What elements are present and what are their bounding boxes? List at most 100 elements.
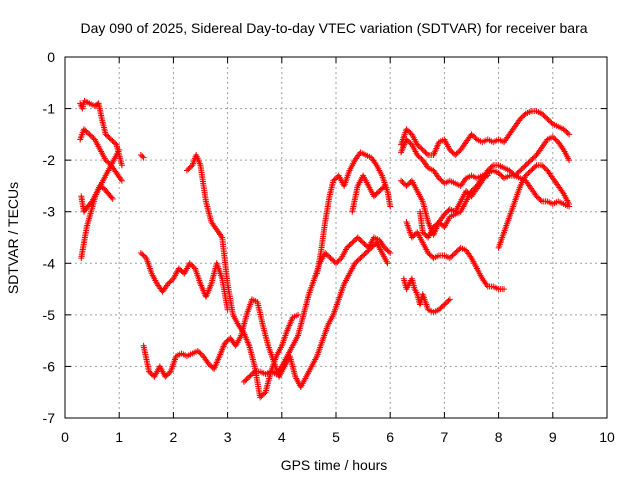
data-point (387, 203, 394, 210)
data-point (248, 371, 255, 378)
data-point (105, 159, 112, 166)
data-point (376, 188, 383, 195)
data-point (118, 162, 125, 169)
data-point (221, 340, 228, 347)
data-point (561, 127, 568, 134)
data-points (77, 97, 573, 401)
data-point (362, 242, 369, 249)
data-point (349, 239, 356, 246)
series-arc9 (240, 234, 394, 385)
data-point (361, 240, 368, 247)
data-point (343, 244, 350, 251)
data-point (449, 149, 456, 156)
series-arc4 (78, 182, 116, 262)
data-point (526, 168, 533, 175)
x-tick-label: 5 (332, 429, 340, 445)
data-point (334, 258, 341, 265)
data-point (452, 249, 459, 256)
data-point (105, 133, 112, 140)
data-point (164, 280, 171, 287)
data-point (444, 298, 451, 305)
data-point (530, 164, 537, 171)
data-point (323, 251, 330, 258)
data-point (446, 146, 453, 153)
data-point (524, 171, 531, 178)
data-point (525, 159, 532, 166)
x-tick-label: 10 (599, 429, 615, 445)
data-point (543, 114, 550, 121)
data-point (345, 243, 352, 250)
data-point (190, 264, 197, 271)
data-point (551, 135, 558, 142)
data-point (87, 132, 94, 139)
series-arc10 (314, 149, 394, 277)
data-point (524, 161, 531, 168)
data-point (406, 128, 413, 135)
data-point (435, 219, 442, 226)
data-point (380, 184, 387, 191)
x-axis-label: GPS time / hours (281, 457, 388, 473)
data-point (469, 132, 476, 139)
data-point (383, 246, 390, 253)
data-point (358, 253, 365, 260)
data-point (435, 175, 442, 182)
data-point (404, 127, 411, 134)
data-point (415, 142, 422, 149)
data-point (471, 133, 478, 140)
data-point (335, 257, 342, 264)
data-point (453, 150, 460, 157)
data-point (448, 253, 455, 260)
data-point (330, 177, 337, 184)
y-tick-label: -1 (43, 101, 56, 117)
data-point (525, 170, 532, 177)
data-point (560, 126, 567, 133)
data-point (444, 208, 451, 215)
data-point (186, 260, 193, 267)
data-point (333, 260, 339, 267)
y-tick-label: -3 (43, 204, 56, 220)
data-point (379, 185, 386, 192)
data-point (110, 139, 117, 146)
data-point (463, 188, 470, 195)
data-point (519, 113, 526, 120)
data-point (189, 262, 196, 269)
x-tick-label: 6 (386, 429, 394, 445)
data-point (414, 141, 421, 148)
data-point (540, 112, 547, 119)
data-point (188, 163, 195, 170)
data-point (519, 164, 526, 171)
data-point (437, 176, 444, 183)
data-point (261, 390, 268, 397)
data-point (90, 135, 97, 142)
data-point (454, 247, 461, 254)
data-point (354, 234, 361, 241)
data-point (453, 248, 460, 255)
data-point (326, 253, 333, 260)
data-point (496, 171, 503, 178)
data-point (442, 210, 449, 217)
data-point (526, 158, 533, 165)
data-point (514, 170, 521, 177)
data-point (533, 193, 540, 200)
data-point (183, 167, 190, 174)
data-point (295, 311, 302, 318)
y-tick-label: -7 (43, 410, 56, 426)
data-point (350, 238, 357, 245)
data-point (327, 255, 334, 262)
data-point (178, 268, 185, 275)
data-point (354, 257, 361, 264)
data-point (82, 127, 89, 134)
data-point (162, 373, 169, 380)
data-point (86, 131, 93, 138)
data-point (442, 300, 449, 307)
data-point (417, 144, 424, 151)
data-point (541, 113, 548, 120)
data-point (258, 393, 265, 400)
data-point (538, 110, 545, 117)
data-point (377, 186, 384, 193)
data-point (471, 185, 478, 192)
x-tick-label: 3 (224, 429, 232, 445)
data-point (333, 175, 339, 182)
data-point (563, 128, 570, 135)
data-point (148, 371, 155, 378)
